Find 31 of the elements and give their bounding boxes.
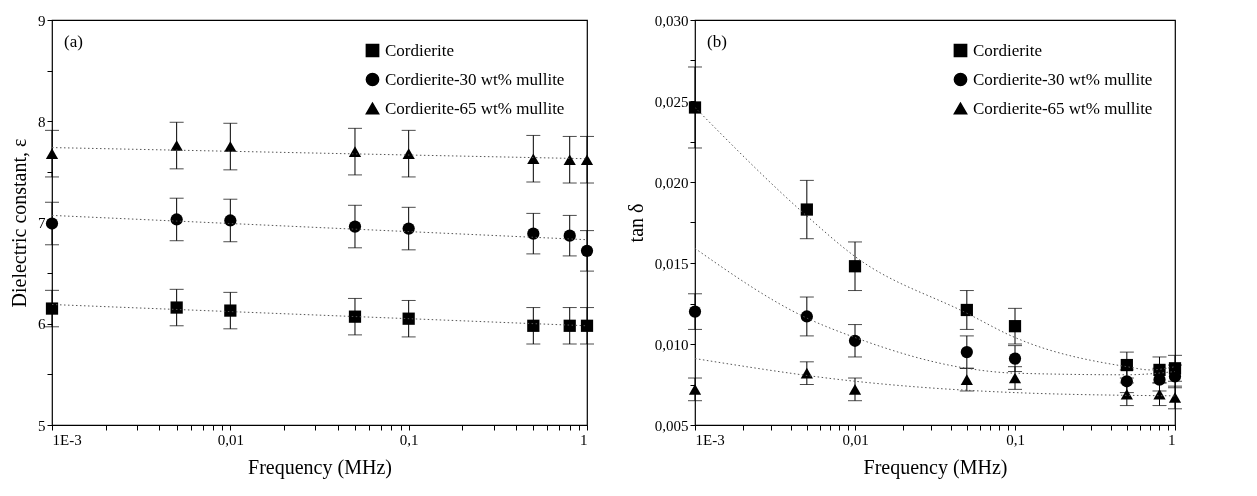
y-axis-title: tan δ [624, 203, 647, 243]
y-tick-label: 6 [38, 316, 46, 333]
y-axis-title: Dielectric constant, ε [8, 138, 30, 308]
legend-label: Cordierite-30 wt% mullite [385, 69, 565, 89]
y-tick-label: 5 [38, 417, 46, 434]
annotation: (a) [64, 32, 83, 51]
y-tick-label: 7 [38, 215, 46, 231]
x-tick-label: 0,1 [1006, 431, 1025, 448]
y-tick-label: 0,005 [654, 417, 689, 434]
x-axis-title: Frequency (MHz) [863, 455, 1008, 479]
y-tick-label: 0,010 [654, 336, 689, 353]
legend-label: Cordierite-65 wt% mullite [385, 98, 565, 118]
legend-label: Cordierite-30 wt% mullite [973, 69, 1153, 89]
x-tick-label: 1 [1168, 431, 1176, 448]
annotation: (b) [707, 32, 727, 51]
y-tick-label: 0,020 [654, 174, 689, 191]
x-tick-label: 0,01 [842, 431, 869, 448]
legend-label: Cordierite [385, 40, 454, 60]
x-tick-label: 0,01 [217, 431, 244, 448]
x-tick-label: 1E-3 [52, 431, 82, 448]
x-axis-title: Frequency (MHz) [248, 455, 392, 479]
y-tick-label: 0,030 [654, 12, 689, 29]
x-tick-label: 1E-3 [695, 431, 725, 448]
y-tick-label: 9 [38, 12, 46, 29]
y-tick-label: 0,025 [654, 93, 689, 110]
legend-label: Cordierite [973, 40, 1042, 60]
x-tick-label: 0,1 [399, 431, 419, 448]
x-tick-label: 1 [580, 431, 588, 448]
y-tick-label: 8 [38, 113, 46, 130]
legend-label: Cordierite-65 wt% mullite [973, 98, 1153, 118]
y-tick-label: 0,015 [654, 255, 689, 272]
